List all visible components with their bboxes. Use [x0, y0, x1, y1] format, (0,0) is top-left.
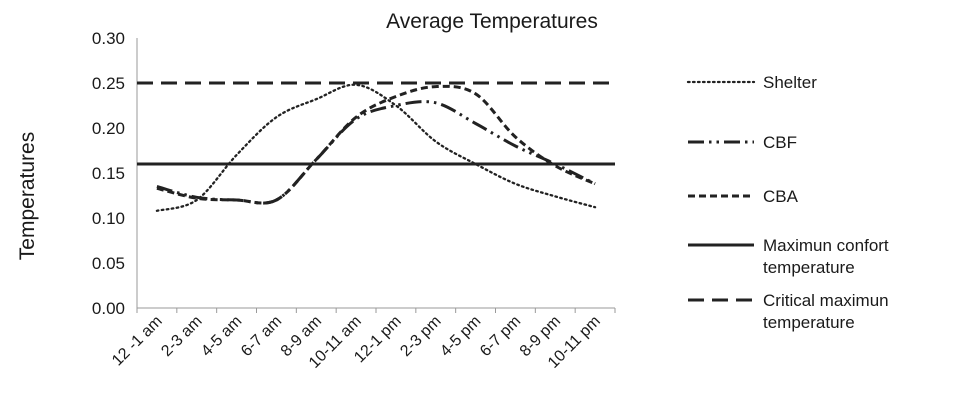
y-tick-label: 0.15	[92, 164, 125, 183]
legend-label-cbf: CBF	[763, 133, 797, 152]
y-axis-label: Temperatures	[16, 132, 39, 260]
series-line-shelter	[155, 83, 597, 212]
y-tick-label: 0.30	[92, 29, 125, 48]
y-tick-label: 0.20	[92, 119, 125, 138]
legend-label-critical-maximun-temperature: Critical maximun temperature	[763, 291, 889, 332]
legend: Shelter CBF CBA Maximun confort temperature C…	[686, 73, 889, 332]
x-tick-label: 12 -1 am	[109, 313, 166, 370]
x-tick-label: 4-5 am	[198, 313, 245, 360]
x-tick-label: 6-7 am	[238, 313, 285, 360]
x-tick-label: 4-5 pm	[437, 313, 484, 360]
legend-label-shelter: Shelter	[763, 73, 817, 92]
x-tick-label: 2-3 am	[158, 313, 205, 360]
chart-title: Average Temperatures	[386, 10, 598, 33]
y-tick-label: 0.25	[92, 74, 125, 93]
x-tick-label: 2-3 pm	[397, 313, 444, 360]
legend-label-cba: CBA	[763, 187, 799, 206]
legend-label-maximun-confort-temperature: Maximun confort temperature	[763, 236, 889, 277]
y-tick-label: 0.00	[92, 299, 125, 318]
y-tick-label: 0.10	[92, 209, 125, 228]
series-line-cba	[156, 84, 596, 205]
y-tick-label: 0.05	[92, 254, 125, 273]
x-tick-label: 6-7 pm	[477, 313, 524, 360]
series-line-cbf	[156, 100, 596, 205]
